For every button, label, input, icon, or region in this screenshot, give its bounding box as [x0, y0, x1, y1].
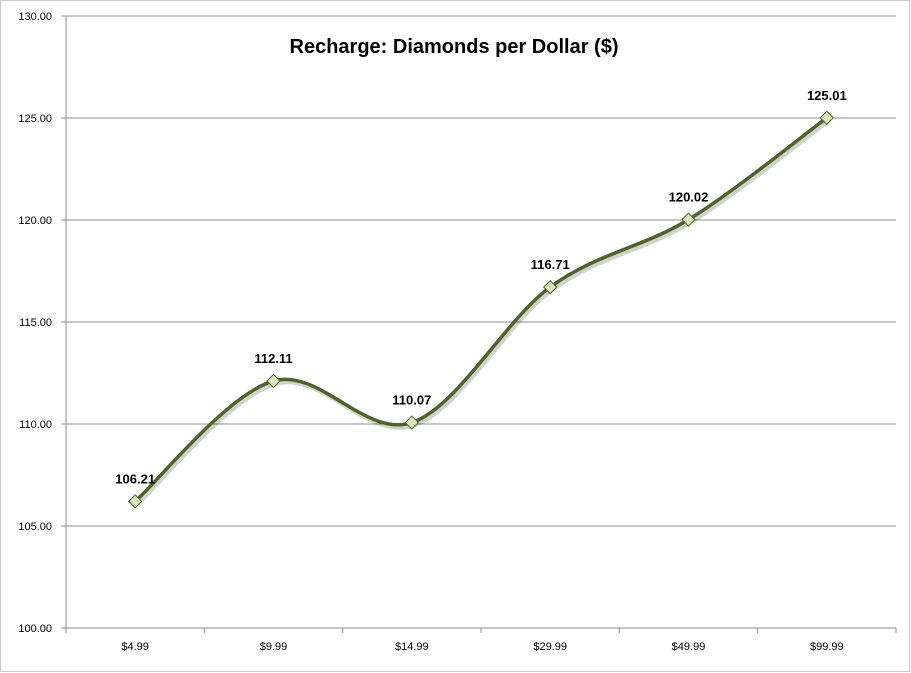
data-label: 120.02 [669, 190, 709, 205]
y-tick-label: 125.00 [18, 113, 52, 125]
data-label: 116.71 [531, 257, 570, 272]
series-group [127, 110, 835, 509]
y-tick-labels: 100.00 105.00 110.00 115.00 120.00 125.00 130.… [18, 11, 52, 635]
x-tick-label: $49.99 [672, 641, 706, 653]
y-tick-label: 105.00 [18, 521, 52, 533]
gridlines [61, 15, 896, 629]
data-labels: 106.21 112.11 110.07 116.71 120.02 125.01 [115, 88, 846, 487]
data-label: 110.07 [392, 393, 431, 408]
data-point-marker [819, 110, 835, 126]
data-point-marker [681, 212, 696, 227]
y-tick-label: 100.00 [18, 623, 52, 635]
data-point-marker [542, 279, 558, 295]
y-tick-label: 130.00 [18, 11, 52, 23]
x-tick-label: $9.99 [260, 641, 288, 653]
data-point-marker [404, 415, 420, 430]
series-line-shadow [135, 119, 831, 506]
data-label: 125.01 [807, 88, 847, 103]
y-tick-label: 115.00 [19, 317, 52, 329]
y-tick-label: 110.00 [19, 419, 52, 431]
x-tick-label: $99.99 [810, 641, 844, 653]
x-tick-label: $4.99 [121, 641, 149, 653]
y-tick-label: 120.00 [18, 215, 52, 227]
data-point-marker [127, 494, 143, 509]
x-tick-label: $29.99 [533, 641, 567, 653]
x-tick-label: $14.99 [395, 641, 429, 653]
x-tick-labels: $4.99 $9.99 $14.99 $29.99 $49.99 $99.99 [65, 628, 897, 653]
series-line [133, 116, 829, 504]
data-label: 112.11 [254, 351, 292, 366]
chart-title: Recharge: Diamonds per Dollar ($) [290, 36, 619, 58]
data-label: 106.21 [115, 471, 155, 486]
data-point-marker [266, 373, 281, 389]
